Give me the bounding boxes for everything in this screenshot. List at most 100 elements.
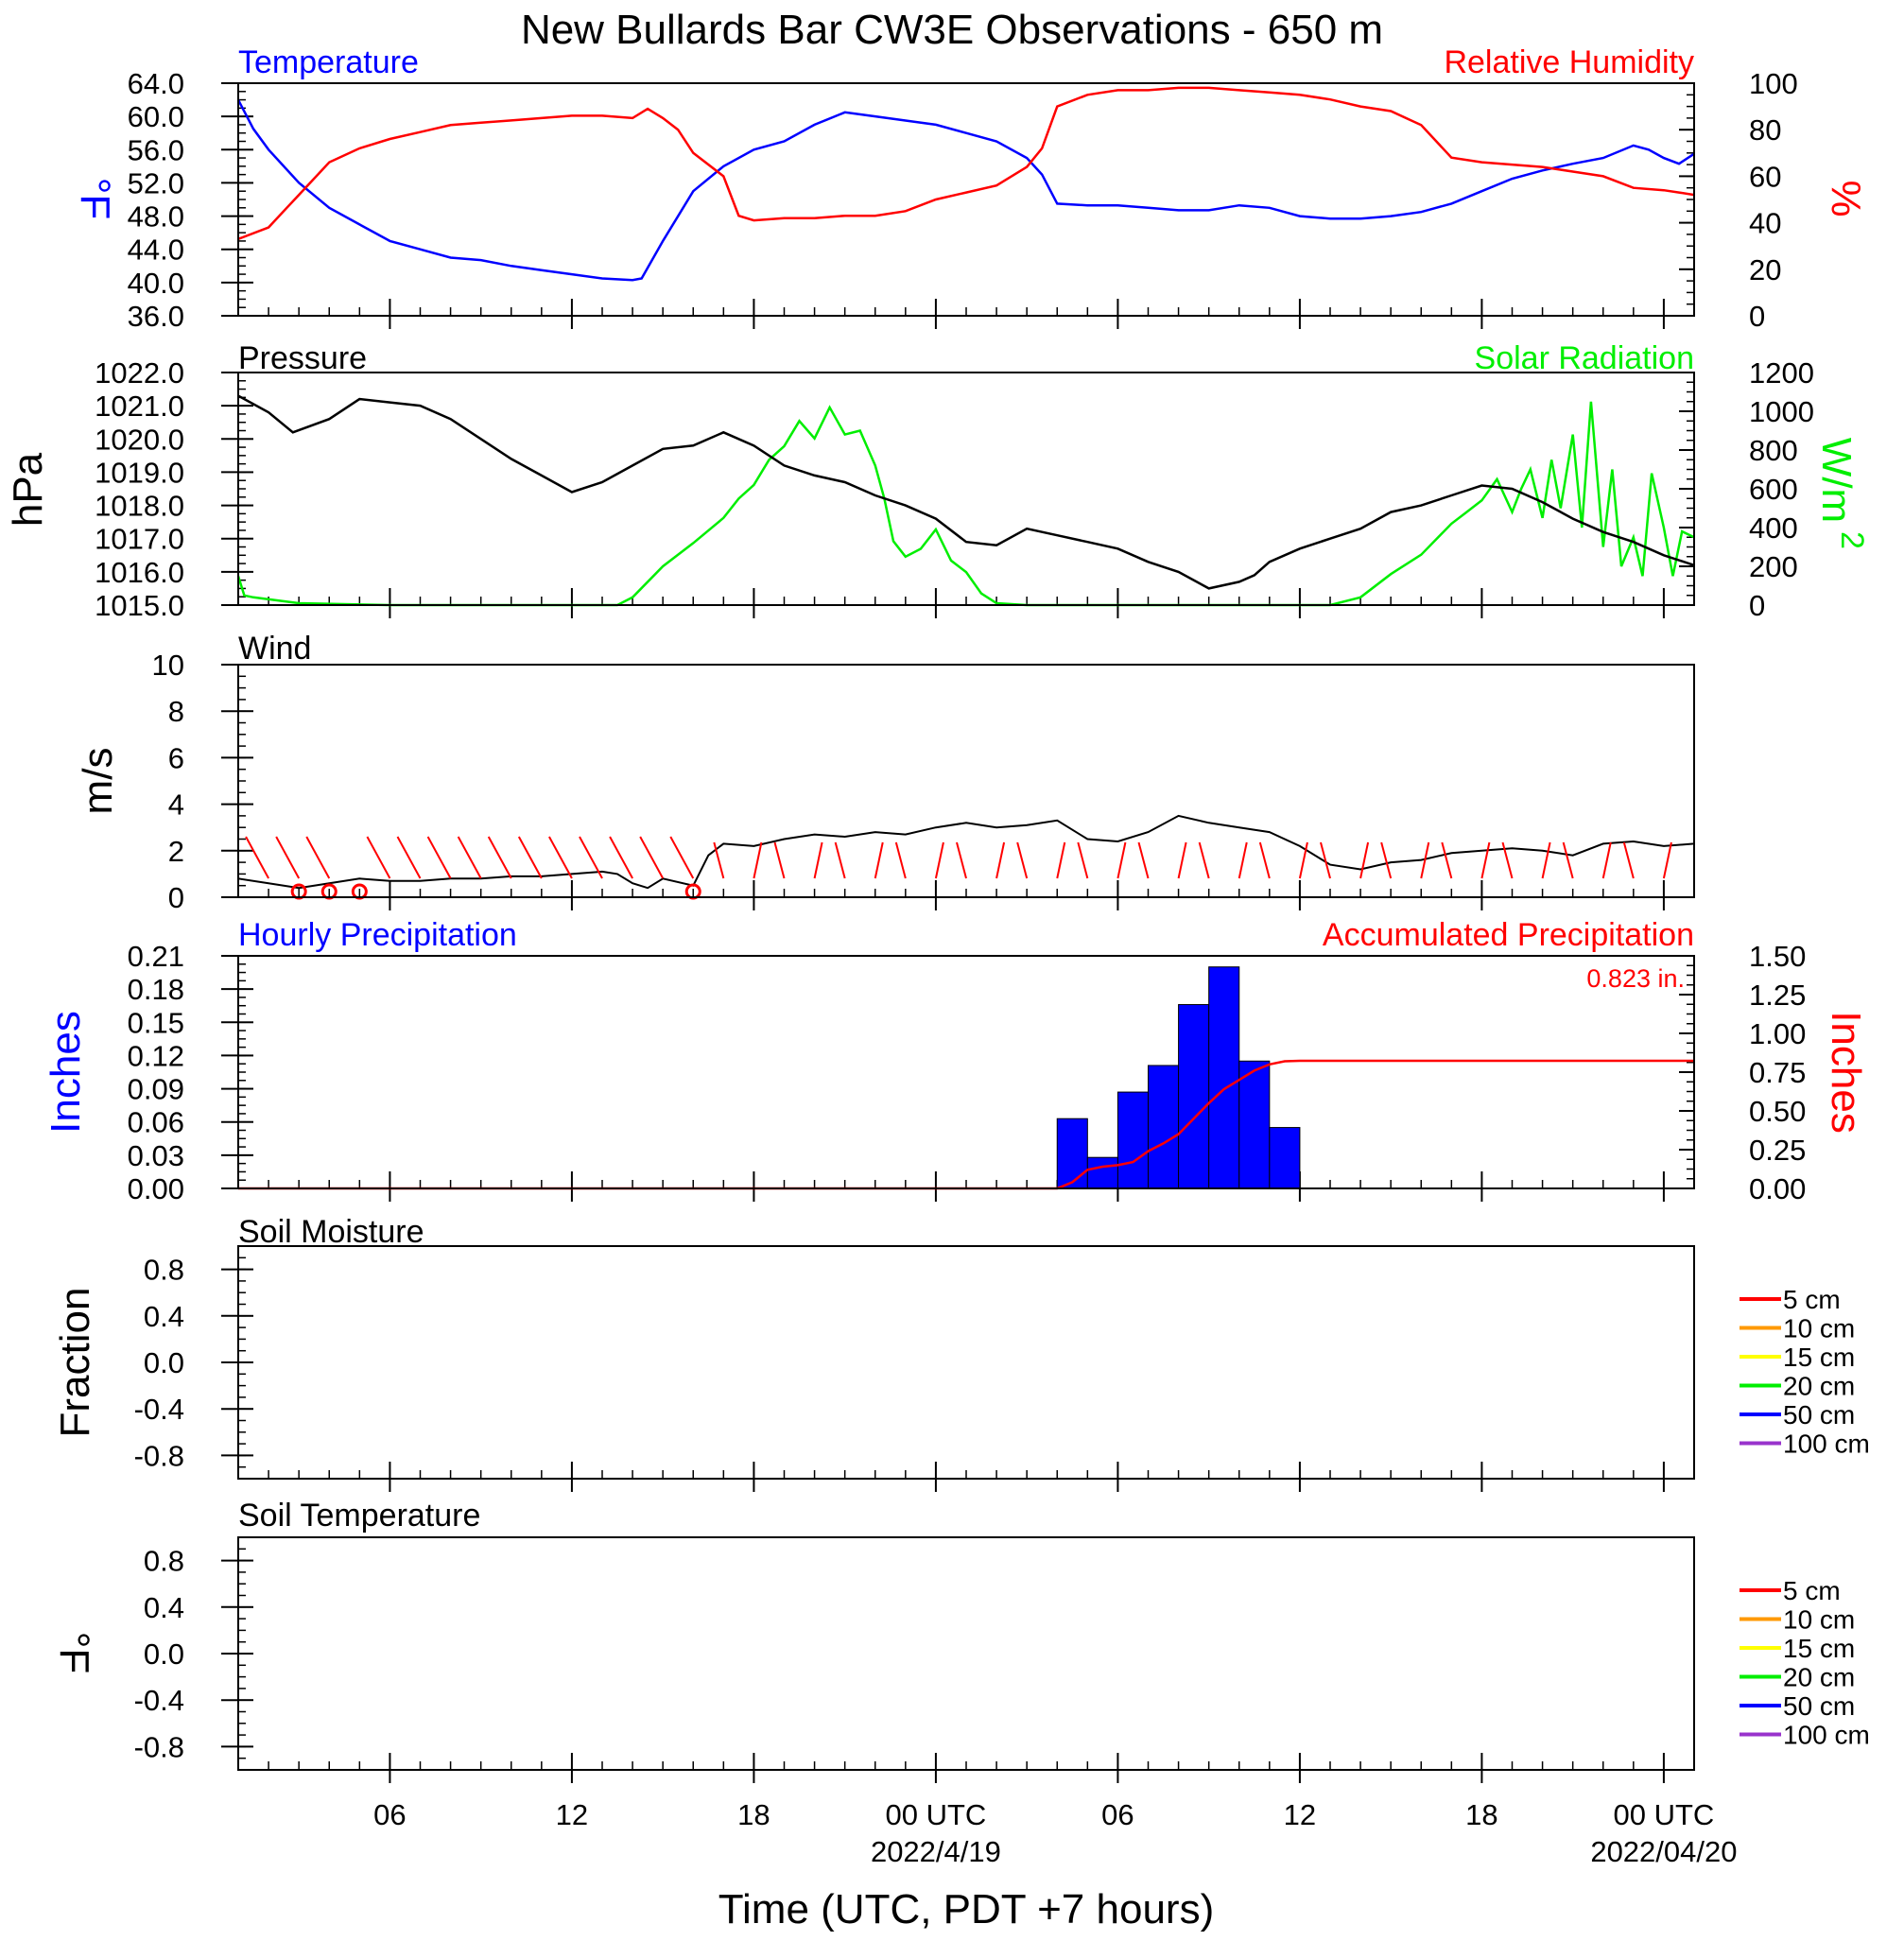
y-tick-label: 60.0 [128,100,184,133]
hourly-precip-bar [1116,1091,1149,1189]
wind-barb [753,841,763,879]
wind-barb [1258,841,1271,879]
y-tick-label: 0 [1749,589,1765,622]
y-tick-label: 0.12 [128,1039,184,1072]
y-tick-label: 400 [1749,511,1798,545]
wind-barb [773,841,786,879]
legend-label: 50 cm [1783,1400,1855,1430]
y-tick-label: 80 [1749,113,1781,147]
wind-barb [275,836,301,879]
x-tick-date: 2022/4/19 [871,1835,1001,1868]
panel-frame [237,955,1695,1189]
soil-moisture-axis-label: Fraction [52,1288,98,1438]
wind-barb [1359,841,1370,879]
y-tick-label: 1.50 [1749,940,1806,973]
panel-soil-temperature: Soil Temperature °F 0.8 0.4 0.0 -0.4 -0.8 5 … [51,1498,1870,1783]
y-tick-label: 64.0 [128,67,184,100]
wind-barb [548,836,573,879]
hourly-precip-bar [1148,1065,1180,1189]
pressure-title: Pressure [238,340,367,376]
wind-barb [457,836,482,879]
legend-label: 100 cm [1783,1430,1870,1459]
x-tick-date: 2022/04/20 [1590,1835,1737,1868]
y-tick-label: 0.00 [128,1172,184,1205]
time-axis: 06 12 18 00 UTC 2022/4/19 06 12 18 00 UTC 2022/04… [373,1798,1737,1868]
panel-frame [237,82,1695,317]
wind-barb [713,841,725,879]
soil-temperature-title: Soil Temperature [238,1498,480,1534]
y-tick-label: 1022.0 [95,356,184,390]
wind-barb [1480,841,1491,879]
y-tick-label: 100 [1749,67,1798,100]
wind-barb [1137,841,1150,879]
y-tick-label: 1018.0 [95,490,184,523]
y-tick-label: 0.8 [144,1545,184,1578]
panel-frame [237,1245,1695,1480]
solar-series-line [236,401,1695,607]
wind-barb [956,841,967,879]
y-tick-label: 0.50 [1749,1095,1806,1128]
wind-barb [934,841,944,879]
y-tick-label: 1015.0 [95,589,184,622]
y-tick-label: 0.75 [1749,1056,1806,1089]
y-tick-label: 0.09 [128,1073,184,1106]
y-tick-label: 1.00 [1749,1017,1806,1050]
panel-temperature-humidity: Temperature Relative Humidity °F % 64.06… [72,44,1869,333]
legend-label: 15 cm [1783,1634,1855,1663]
panel-frame [237,664,1695,898]
y-tick-label: 0.0 [144,1638,184,1671]
x-tick-label: 12 [1284,1798,1316,1831]
legend-label: 50 cm [1783,1691,1855,1721]
y-tick-label: 0.25 [1749,1134,1806,1167]
wind-barb [1662,841,1672,879]
hourly-precip-bar [1269,1127,1301,1189]
x-tick-label: 00 UTC [886,1798,987,1831]
pressure-axis-label: hPa [5,452,51,527]
panel-wind: Wind m/s 10 8 6 4 2 0 [75,631,1695,914]
wind-barb [1601,841,1612,879]
y-tick-label: -0.8 [134,1730,184,1763]
wind-barb [426,836,452,879]
y-tick-label: 800 [1749,434,1798,467]
accum-precip-title: Accumulated Precipitation [1323,917,1694,953]
wind-barb [669,836,695,879]
hourly-precip-bar [1238,1060,1271,1189]
wind-barb [579,836,603,879]
wind-barb [396,836,422,879]
accum-precip-axis-label: Inches [1823,1011,1869,1134]
y-tick-label: 44.0 [128,234,184,267]
humidity-title: Relative Humidity [1444,44,1694,80]
y-tick-label: -0.4 [134,1684,184,1717]
accum-total-annotation: 0.823 in. [1586,964,1685,993]
wind-barb [1077,841,1089,879]
wind-barb [995,841,1006,879]
x-tick-label: 06 [373,1798,406,1831]
x-tick-label: 12 [556,1798,588,1831]
y-tick-label: 0.4 [144,1591,184,1624]
temperature-title: Temperature [238,44,419,80]
wind-barb [1298,841,1308,879]
y-tick-label: 1017.0 [95,523,184,556]
y-tick-label: 0.21 [128,940,184,973]
y-tick-label: -0.4 [134,1393,184,1426]
x-tick-label: 18 [1465,1798,1497,1831]
y-tick-label: 52.0 [128,166,184,199]
y-tick-label: 40.0 [128,267,184,300]
wind-barb [609,836,633,879]
wind-barb [813,841,823,879]
wind-barb [1198,841,1210,879]
wind-barb [1380,841,1393,879]
y-tick-label: 0.18 [128,973,184,1006]
soil-moisture-title: Soil Moisture [238,1214,424,1250]
accum-precip-series-line [238,1059,1694,1190]
wind-barb [1441,841,1453,879]
y-tick-label: 8 [168,695,184,728]
temperature-series-line [236,99,1695,282]
wind-barb [1541,841,1551,879]
wind-barb [305,836,331,879]
y-tick-label: 0.4 [144,1300,184,1333]
wind-barb [1056,841,1066,879]
legend-label: 10 cm [1783,1605,1855,1635]
wind-barb [1501,841,1514,879]
